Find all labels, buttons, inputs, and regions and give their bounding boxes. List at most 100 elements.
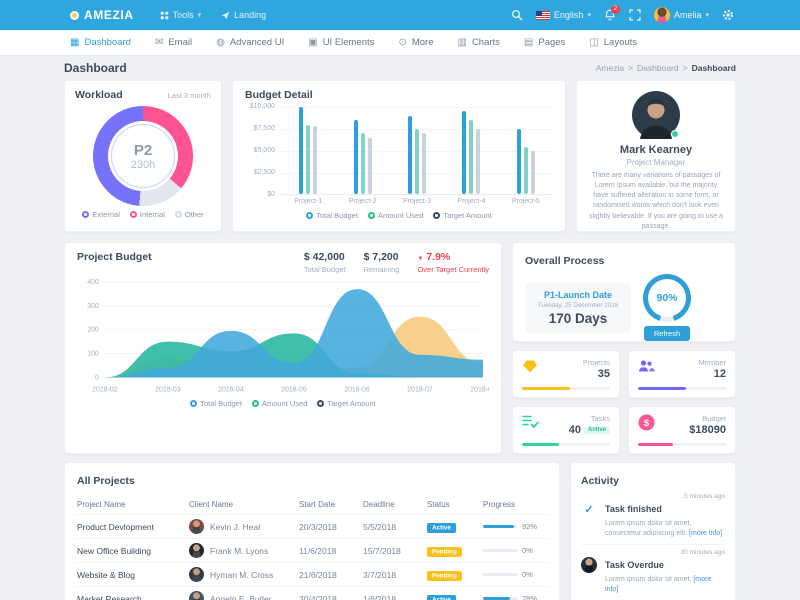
nav-item-pages[interactable]: ▤ Pages xyxy=(524,37,565,48)
user-name: Amelia xyxy=(673,10,702,20)
stat-text: Projects 35 xyxy=(583,358,610,380)
over-target-label: Over Target Currently xyxy=(417,265,489,274)
table-row: New Office Building Frank M. Lyons 11/6/20… xyxy=(77,539,547,563)
person-photo xyxy=(581,557,597,574)
workload-legend-item[interactable]: Internal xyxy=(129,210,165,219)
activity-description: Lorem ipsum dolor sit amet, consectetur … xyxy=(605,519,725,539)
workload-legend-item[interactable]: External xyxy=(82,210,120,219)
start-date-cell: 30/4/2018 xyxy=(299,593,337,600)
breadcrumb-separator: > xyxy=(628,63,634,73)
budget-detail-x-axis: Project-1 Project-2 Project-3 Project-4 Proj… xyxy=(281,195,553,205)
more-info-link[interactable]: [more info] xyxy=(689,530,723,538)
bar xyxy=(476,128,481,194)
project-budget-legend-item[interactable]: Amount Used xyxy=(251,399,307,408)
progress-label: 92% xyxy=(522,522,538,531)
activity-avatar xyxy=(581,557,597,574)
activity-text: Lorem ipsum dolor sit amet, consectetur … xyxy=(605,520,692,538)
bar xyxy=(516,128,521,194)
grid-icon xyxy=(160,11,168,19)
client-name: Hyman M. Cross xyxy=(210,569,274,580)
column-header: Project Name xyxy=(77,500,126,509)
legend-dot-icon xyxy=(82,211,90,218)
all-projects-card: All Projects Project Name Client Name Star… xyxy=(64,462,560,600)
project-budget-stats: $ 42,000 Total Budget $ 7,200 Remaining … xyxy=(304,251,489,274)
user-menu[interactable]: Amelia ▾ xyxy=(653,7,709,23)
stat-text: Budget $18090 xyxy=(689,414,726,436)
nav-item-charts[interactable]: ▥ Charts xyxy=(457,37,499,48)
language-selector[interactable]: English ▾ xyxy=(535,10,591,20)
x-tick-label: Project-1 xyxy=(294,198,323,205)
legend-dot-icon xyxy=(367,212,375,219)
projects-table: Project Name Client Name Start Date Deadlin… xyxy=(77,495,547,600)
project-budget-legend-item[interactable]: Total Budget xyxy=(190,399,242,408)
activity-item: 5 minutes ago ✓ Task finished Lorem ipsum d… xyxy=(581,489,725,546)
remaining-stat: $ 7,200 Remaining xyxy=(364,251,400,274)
stat-progress-fill xyxy=(638,443,674,446)
progress-cell: 0% xyxy=(483,570,547,579)
budget-detail-legend-item[interactable]: Amount Used xyxy=(367,211,423,220)
budget-detail-card: Budget Detail $10,000 $7,500 $5,000 $2,500 $… xyxy=(232,80,566,232)
nav-item-ui-elements[interactable]: ▣ UI Elements xyxy=(308,37,374,48)
legend-label: Total Budget xyxy=(200,399,242,409)
column-header: Progress xyxy=(483,500,516,509)
breadcrumb-item[interactable]: Dashboard xyxy=(637,63,679,73)
tasks-icon xyxy=(522,414,539,429)
svg-text:2018-06: 2018-06 xyxy=(344,386,370,393)
workload-period: Last 3 month xyxy=(167,91,211,100)
workload-legend-item[interactable]: Other xyxy=(174,210,204,219)
progress-track xyxy=(483,573,517,576)
menu-tools[interactable]: Tools ▾ xyxy=(160,10,201,20)
stat-text: Member 12 xyxy=(698,358,726,380)
more-info-link[interactable]: [more info] xyxy=(605,576,712,594)
budget-detail-legend-item[interactable]: Total Budget xyxy=(306,211,358,220)
progress-label: 0% xyxy=(522,546,533,555)
start-date-cell: 21/6/2018 xyxy=(299,569,337,580)
breadcrumb-item: Dashboard xyxy=(691,63,736,73)
project-budget-card: Project Budget $ 42,000 Total Budget $ 7… xyxy=(64,242,502,454)
notifications-button[interactable]: 2 xyxy=(604,5,620,21)
breadcrumb-item[interactable]: Amezia xyxy=(595,63,625,73)
svg-text:400: 400 xyxy=(87,279,99,286)
project-name-cell: Market Research xyxy=(77,593,142,600)
activity-list: 5 minutes ago ✓ Task finished Lorem ipsum d… xyxy=(581,489,725,600)
budget-detail-legend: Total Budget Amount Used Target Amount xyxy=(245,211,553,220)
stat-card-budget: $ Budget $18090 xyxy=(628,406,736,454)
breadcrumb-separator: > xyxy=(682,63,688,73)
status-cell: Active xyxy=(427,594,483,600)
refresh-button[interactable]: Refresh xyxy=(643,326,691,341)
stat-card-projects: Projects 35 xyxy=(512,350,620,398)
stat-text: Tasks 40 Active xyxy=(569,414,610,436)
project-budget-legend-item[interactable]: Target Amount xyxy=(317,399,376,408)
status-cell: Pending xyxy=(427,546,483,557)
stat-progress-bar xyxy=(522,443,610,446)
activity-title-text: Task finished xyxy=(605,504,662,514)
us-flag-icon xyxy=(535,10,550,20)
nav-item-more[interactable]: ⊙ More xyxy=(398,37,433,48)
overall-process-title: Overall Process xyxy=(525,255,605,267)
bar xyxy=(360,133,365,194)
settings-button[interactable] xyxy=(722,9,734,21)
activity-description: Lorem ipsum dolor sit amet. [more info] xyxy=(605,575,725,595)
client-avatar xyxy=(189,519,204,534)
deadline-cell: 15/7/2018 xyxy=(363,545,401,556)
launch-date-box: P1-Launch Date Tuesday, 25 December 2018… xyxy=(525,282,631,333)
svg-text:2018-05: 2018-05 xyxy=(281,386,307,393)
menu-landing[interactable]: Landing xyxy=(221,10,266,20)
budget-detail-legend-item[interactable]: Target Amount xyxy=(433,211,492,220)
nav-item-email[interactable]: ✉ Email xyxy=(155,37,192,48)
profile-avatar xyxy=(632,91,680,139)
deadline-cell: 5/5/2018 xyxy=(363,521,397,532)
legend-label: Internal xyxy=(139,210,165,219)
profile-role: Project Manager xyxy=(626,158,686,167)
search-button[interactable] xyxy=(511,9,523,21)
main-nav: ▦ Dashboard ✉ Email ◍ Advanced UI ▣ UI Elements… xyxy=(0,30,800,56)
fullscreen-button[interactable] xyxy=(629,9,641,21)
deadline-cell: 1/6/2018 xyxy=(363,593,397,600)
breadcrumb: Amezia > Dashboard > Dashboard xyxy=(596,63,736,73)
brand-logo[interactable]: AMEZIA xyxy=(70,8,134,22)
brand-name: AMEZIA xyxy=(84,8,134,22)
bar xyxy=(306,124,311,194)
nav-item-advanced-ui[interactable]: ◍ Advanced UI xyxy=(216,37,284,48)
nav-item-dashboard[interactable]: ▦ Dashboard xyxy=(70,37,131,48)
nav-item-layouts[interactable]: ◫ Layouts xyxy=(589,37,637,48)
